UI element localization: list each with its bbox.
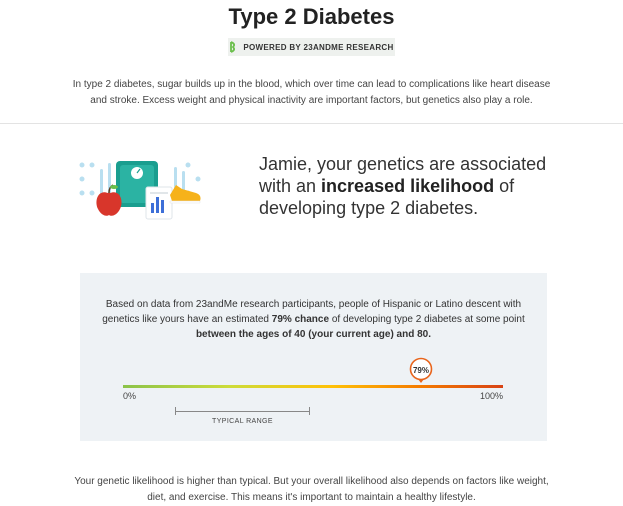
apple-icon	[96, 184, 122, 216]
23andme-logo-icon	[230, 41, 236, 53]
likelihood-age-range: between the ages of 40 (your current age…	[195, 329, 432, 340]
likelihood-chance: 79% chance	[271, 314, 330, 325]
report-chart-icon	[145, 186, 173, 220]
page-title: Type 2 Diabetes	[228, 4, 395, 29]
typical-range-line	[175, 411, 310, 412]
likelihood-marker-label: 79%	[412, 365, 429, 375]
section-divider	[0, 123, 623, 124]
badge-label: POWERED BY 23ANDME RESEARCH	[243, 42, 394, 52]
powered-by-badge: POWERED BY 23ANDME RESEARCH	[228, 38, 395, 56]
typical-range-label: TYPICAL RANGE	[212, 418, 273, 425]
footer-text: Your genetic likelihood is higher than t…	[74, 476, 549, 503]
health-illustration	[79, 161, 201, 220]
result-text-before: Jamie, your genetics are associated with…	[259, 154, 547, 196]
likelihood-panel: Based on data from 23andMe research part…	[80, 273, 547, 441]
likelihood-description: Based on data from 23andMe research part…	[100, 297, 527, 342]
intro-text: In type 2 diabetes, sugar builds up in t…	[72, 79, 551, 106]
sneaker-icon	[169, 185, 201, 204]
result-headline: Jamie, your genetics are associated with…	[259, 153, 559, 219]
result-text-after: of developing type 2 diabetes.	[259, 176, 515, 218]
typical-range-end	[309, 407, 310, 415]
likelihood-text-2: of developing type 2 diabetes at some po…	[329, 314, 525, 325]
likelihood-marker	[409, 357, 433, 383]
likelihood-scale-bar	[123, 385, 503, 388]
scale-max-label: 100%	[479, 391, 503, 401]
likelihood-text-1: Based on data from 23andMe research part…	[102, 299, 522, 325]
result-emphasis: increased likelihood	[321, 176, 495, 196]
scale-min-label: 0%	[123, 391, 137, 401]
